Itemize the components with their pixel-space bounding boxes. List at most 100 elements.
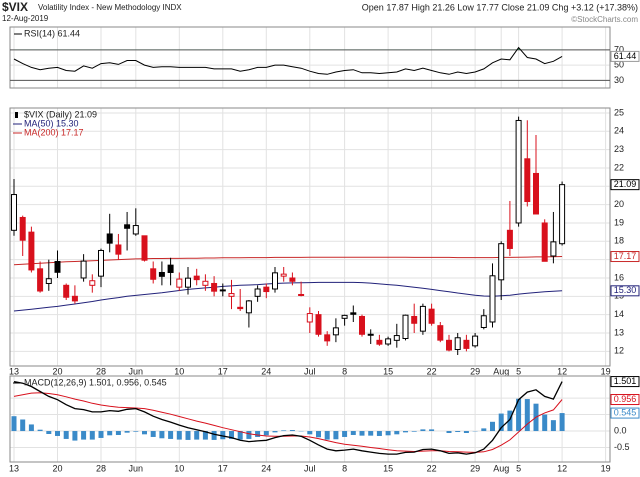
x-tick-label: 15	[383, 463, 393, 473]
candle-body	[489, 275, 496, 323]
candle-body	[419, 305, 426, 332]
candle-body	[245, 300, 252, 314]
histogram-bar	[98, 431, 104, 438]
histogram-bar	[211, 431, 217, 440]
histogram-bar	[394, 431, 400, 435]
candle-body	[272, 272, 278, 290]
candle-body	[437, 325, 444, 341]
candle-body	[393, 335, 400, 341]
candle-body	[115, 244, 122, 255]
line	[13, 46, 563, 75]
histogram-bar	[194, 431, 200, 440]
x-tick-label: 22	[427, 463, 437, 473]
histogram-bar	[281, 430, 287, 432]
y-tick-label: 0.0	[614, 425, 627, 435]
histogram-bar	[333, 431, 339, 440]
candle-body	[298, 293, 305, 296]
y-tick-label: 25	[614, 107, 624, 117]
candle-body	[167, 264, 174, 273]
histogram-bar	[72, 431, 78, 441]
candle-body	[132, 225, 139, 235]
candle-body	[219, 289, 226, 292]
candle-body	[454, 337, 461, 350]
y-tick-label: 12	[614, 346, 624, 356]
candle-body	[411, 315, 418, 324]
histogram-bar	[46, 431, 52, 434]
y-tick-label: 16	[614, 272, 624, 282]
candle-body	[428, 308, 435, 324]
histogram-bar	[11, 416, 17, 432]
histogram-bar	[490, 421, 495, 432]
candle-body	[350, 312, 357, 315]
x-tick-label: 22	[427, 366, 437, 376]
legend-label: MACD(12,26,9) 1.501, 0.956, 0.545	[24, 377, 167, 387]
histogram-bar	[229, 431, 234, 439]
value-label: 17.17	[614, 251, 637, 261]
legend-label: $VIX (Daily) 21.09	[24, 109, 97, 119]
histogram-bar	[220, 431, 226, 440]
candle-body	[498, 243, 505, 281]
candle-body	[211, 282, 218, 292]
x-tick-label: 20	[52, 463, 62, 473]
date: 12-Aug-2019	[2, 14, 49, 23]
value-box	[610, 285, 640, 297]
x-tick-label: 10	[174, 463, 184, 473]
legend-label: MA(50) 15.30	[24, 118, 79, 128]
value-box	[610, 394, 640, 406]
candle-body	[37, 268, 44, 292]
value-label: 1.501	[614, 376, 637, 386]
x-tick-label: 19	[601, 366, 611, 376]
x-tick-label: 5	[516, 366, 521, 376]
histogram-bar	[63, 431, 69, 439]
x-tick-label: 28	[96, 366, 106, 376]
candle-body	[515, 119, 522, 224]
x-tick-label: 13	[9, 463, 19, 473]
x-tick-label: Aug	[493, 366, 509, 376]
x-tick-label: 5	[516, 463, 521, 473]
candle-body	[506, 229, 513, 249]
candle-body	[541, 222, 548, 262]
value-box	[610, 376, 640, 388]
candle-body	[80, 260, 87, 279]
candle-body	[141, 235, 148, 261]
x-tick-label: 17	[218, 366, 228, 376]
histogram-bar	[142, 431, 147, 435]
value-label: 21.09	[614, 179, 637, 189]
x-tick-label: 13	[9, 366, 19, 376]
y-tick-label: 19	[614, 217, 624, 227]
value-label: 61.44	[614, 51, 637, 61]
candle-body	[19, 216, 26, 241]
line	[13, 380, 563, 455]
candle-body	[376, 339, 383, 345]
candle-body	[472, 335, 479, 347]
legend-label: RSI(14) 61.44	[24, 28, 80, 38]
candle-body	[306, 313, 313, 323]
candle-body	[263, 286, 270, 293]
x-tick-label: 28	[96, 463, 106, 473]
y-tick-label: 20	[614, 199, 624, 209]
line	[13, 281, 563, 312]
candle-body	[89, 280, 96, 286]
y-tick-label: 50	[614, 60, 624, 70]
histogram-bar	[385, 431, 391, 436]
candle-body	[176, 278, 183, 288]
histogram-bar	[429, 429, 435, 432]
histogram-bar	[368, 431, 374, 436]
histogram-bar	[550, 420, 556, 432]
source: ©StockCharts.com	[571, 15, 638, 24]
histogram-bar	[55, 431, 60, 436]
histogram-bar	[255, 431, 261, 437]
x-tick-label: 15	[383, 366, 393, 376]
x-tick-label: Jun	[129, 463, 144, 473]
y-tick-label: -0.5	[614, 442, 630, 452]
histogram-bar	[524, 399, 530, 432]
y-tick-label: 18	[614, 236, 624, 246]
candle-body	[367, 333, 374, 336]
y-tick-label: 14	[614, 309, 624, 319]
legend-candle	[15, 112, 18, 118]
x-tick-label: 8	[342, 366, 347, 376]
histogram-bar	[289, 430, 295, 432]
candle-body	[315, 314, 322, 335]
